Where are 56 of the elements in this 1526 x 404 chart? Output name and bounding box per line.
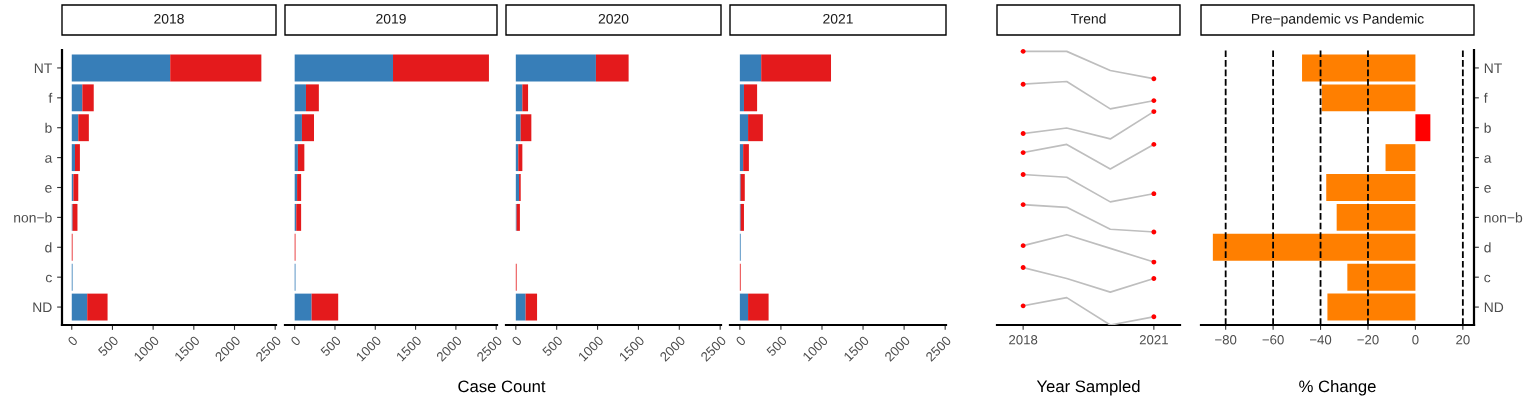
x-tick-label: 0 [67, 335, 79, 347]
x-tick-label: 2018 [1009, 335, 1038, 345]
point [1020, 131, 1026, 136]
point [1151, 276, 1157, 281]
point [1020, 150, 1026, 156]
y-tick-label: f [1483, 92, 1488, 103]
chart-title: 2019 [376, 13, 406, 24]
point [1020, 202, 1026, 208]
y-tick-label: ND [1484, 302, 1504, 313]
x-tick-label: −40 [1310, 335, 1332, 345]
point [1020, 48, 1026, 54]
x-tick-label: 0 [511, 335, 523, 347]
x-tick-label: 2021 [1139, 335, 1168, 345]
x-tick-label: 0 [735, 335, 747, 347]
y-tick-label: f [48, 92, 53, 103]
y-tick-label: a [1484, 155, 1492, 163]
chart-title: 2018 [154, 13, 184, 24]
chart-title: 2021 [823, 13, 853, 24]
x-axis-title: Year Sampled [1036, 380, 1140, 396]
y-tick-label: c [1484, 274, 1491, 283]
point [1151, 98, 1157, 104]
point [1151, 109, 1157, 114]
point [1151, 314, 1157, 320]
point [1151, 76, 1157, 82]
x-tick-label: 500 [320, 335, 342, 357]
x-tick-label: 500 [765, 335, 788, 357]
x-tick-label: −60 [1262, 335, 1284, 345]
y-tick-label: ND [33, 302, 52, 313]
point [1151, 191, 1157, 197]
y-tick-label: NT [34, 63, 52, 73]
point [1020, 81, 1026, 87]
x-tick-label: 0 [1412, 335, 1419, 345]
point [1151, 141, 1157, 147]
point [1020, 243, 1026, 249]
y-tick-label: d [45, 242, 52, 253]
y-tick-label: b [1484, 122, 1491, 133]
chart-title: 2020 [598, 13, 629, 24]
y-tick-label: e [45, 185, 52, 193]
y-tick-label: non−b [14, 212, 52, 223]
y-tick-label: NT [1484, 63, 1502, 73]
x-tick-label: −20 [1357, 335, 1379, 345]
x-axis-title: % Change [1299, 380, 1376, 396]
chart-title: Trend [1070, 13, 1106, 24]
x-tick-label: 20 [1456, 335, 1470, 345]
x-tick-label: 500 [97, 335, 119, 357]
chart-title: Pre−pandemic vs Pandemic [1251, 13, 1424, 27]
y-tick-label: b [45, 122, 52, 133]
y-tick-label: non−b [1484, 212, 1523, 223]
y-tick-label: c [45, 274, 52, 283]
x-tick-label: 500 [541, 335, 564, 357]
x-tick-label: 0 [290, 335, 302, 347]
x-tick-label: −80 [1215, 335, 1237, 345]
x-axis-title: Case Count [458, 380, 546, 393]
y-tick-label: a [45, 155, 53, 163]
y-tick-label: d [1484, 242, 1491, 253]
y-tick-label: e [1484, 185, 1491, 193]
